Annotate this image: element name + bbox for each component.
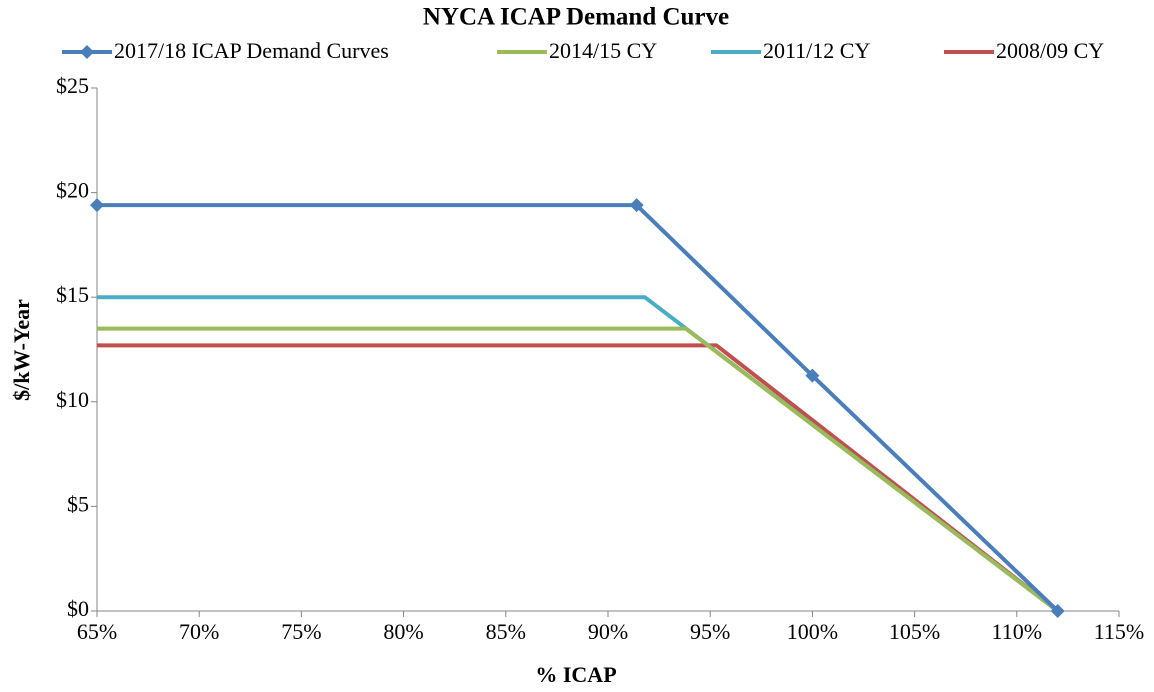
x-tick-label: 95% [690, 619, 730, 644]
point-marker [90, 198, 104, 213]
x-tick-label: 75% [281, 619, 321, 644]
x-tick-label: 80% [383, 619, 423, 644]
y-tick-label: $15 [56, 282, 89, 307]
x-tick-label: 90% [588, 619, 628, 644]
legend-label: 2011/12 CY [763, 38, 870, 63]
chart-title: NYCA ICAP Demand Curve [423, 4, 729, 31]
y-axis-label: $/kW-Year [9, 299, 34, 401]
legend-label: 2014/15 CY [549, 38, 657, 63]
legend-marker [80, 45, 94, 59]
y-tick-label: $5 [67, 491, 89, 516]
x-tick-label: 65% [77, 619, 117, 644]
point-marker [805, 368, 820, 383]
y-tick-label: $20 [56, 178, 89, 203]
y-tick-label: $10 [56, 387, 89, 412]
series-line [97, 203, 1060, 613]
y-tick-label: $25 [56, 73, 89, 98]
legend-label: 2008/09 CY [996, 38, 1104, 63]
x-tick-label: 115% [1094, 619, 1145, 644]
x-axis-label: % ICAP [535, 662, 616, 687]
x-tick-label: 85% [486, 619, 526, 644]
x-tick-label: 105% [889, 619, 940, 644]
x-tick-label: 100% [787, 619, 838, 644]
x-tick-label: 70% [179, 619, 219, 644]
x-tick-label: 110% [992, 619, 1043, 644]
series-line [97, 343, 1059, 613]
y-tick-label: $0 [67, 596, 89, 621]
legend-label: 2017/18 ICAP Demand Curves [114, 38, 389, 63]
point-marker [629, 198, 644, 213]
series-line [97, 326, 1059, 613]
point-marker [1050, 604, 1065, 618]
